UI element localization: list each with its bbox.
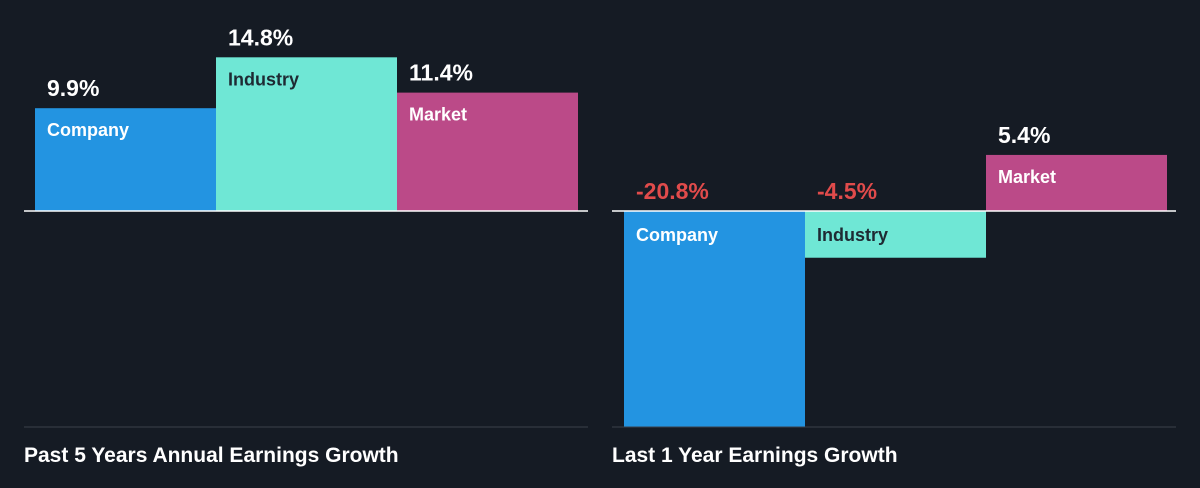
value-label-last-1-year-market: 5.4%: [998, 122, 1050, 148]
bar-last-1-year-market: [986, 154, 1167, 211]
category-label-past-5-years-market: Market: [409, 105, 467, 125]
category-label-past-5-years-industry: Industry: [228, 69, 299, 89]
bar-past-5-years-industry: [216, 57, 397, 211]
bar-last-1-year-company: [624, 211, 805, 427]
value-label-last-1-year-industry: -4.5%: [817, 178, 877, 204]
panel-title-past-5-years: Past 5 Years Annual Earnings Growth: [24, 444, 399, 467]
bar-past-5-years-market: [397, 92, 578, 211]
value-label-past-5-years-company: 9.9%: [47, 75, 99, 101]
value-label-past-5-years-market: 11.4%: [409, 60, 473, 86]
value-label-last-1-year-company: -20.8%: [636, 178, 709, 204]
panel-title-last-1-year: Last 1 Year Earnings Growth: [612, 444, 898, 467]
bar-last-1-year-industry: [805, 211, 986, 258]
category-label-past-5-years-company: Company: [47, 120, 129, 140]
category-label-last-1-year-company: Company: [636, 225, 718, 245]
value-label-past-5-years-industry: 14.8%: [228, 24, 293, 50]
category-label-last-1-year-industry: Industry: [817, 225, 888, 245]
bar-past-5-years-company: [35, 108, 216, 211]
category-label-last-1-year-market: Market: [998, 167, 1056, 187]
